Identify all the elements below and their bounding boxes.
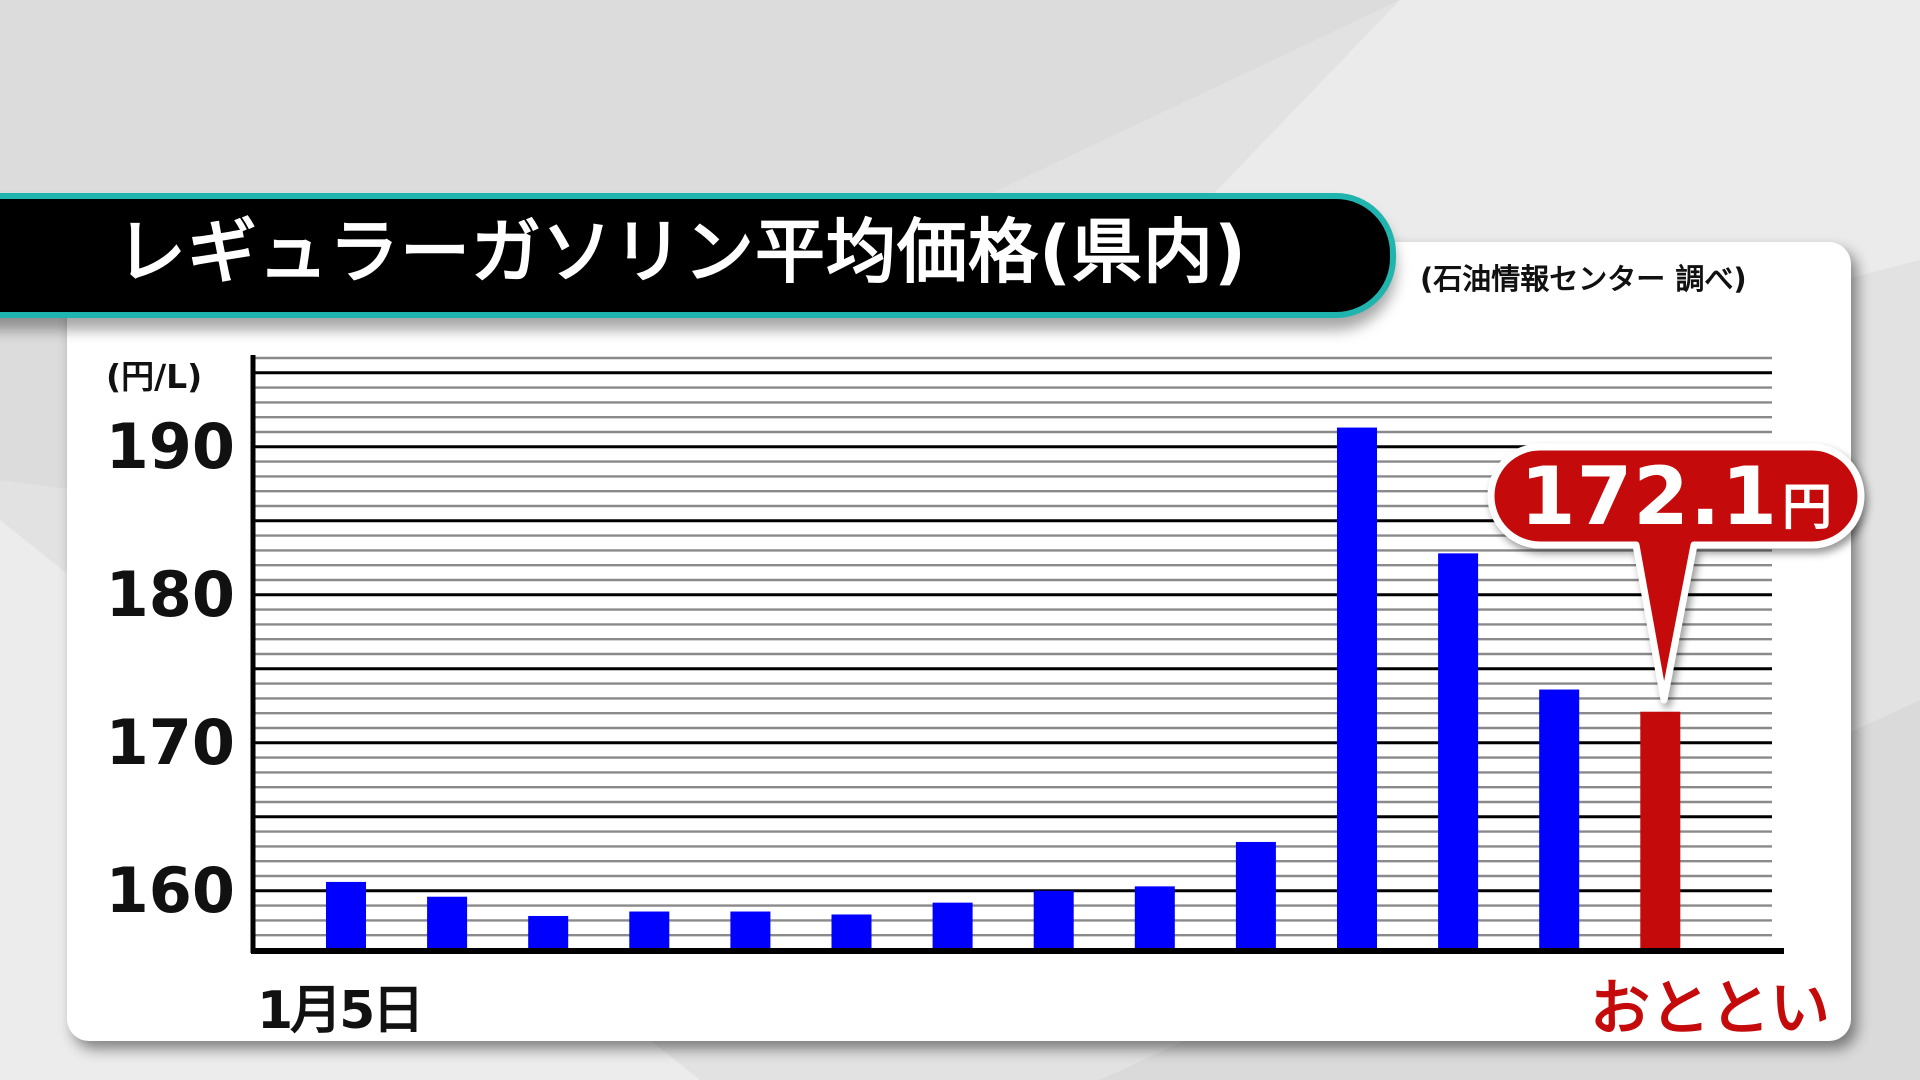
callout-unit: 円 [1782,478,1833,536]
y-axis-unit: (円/L) [106,357,203,396]
source-note: (石油情報センター 調べ) [1420,262,1747,296]
bar [629,911,670,950]
bar [427,896,468,950]
bar [831,914,872,950]
bars [326,427,1681,950]
x-label-last: おととい [1590,974,1830,1044]
callout-label: 172.1 円 [1491,447,1861,545]
bar [1539,689,1580,950]
y-tick-label: 160 [105,853,235,927]
bar-highlight [1640,711,1681,950]
bar [1438,553,1479,950]
bar [1337,427,1377,950]
y-tick-label: 170 [105,705,235,779]
bar [1134,886,1175,950]
title-bar [0,193,1396,318]
bar [1235,841,1276,950]
y-tick-label: 180 [105,557,235,631]
callout-bubble [1487,443,1865,704]
bar [932,902,973,950]
callout-shape [1487,443,1865,704]
bar [326,881,366,950]
callout-value: 172.1 [1519,449,1779,543]
chart-title: レギュラーガソリン平均価格(県内) [116,211,1247,293]
bar [730,911,771,950]
x-label-first: 1月5日 [257,981,424,1041]
y-tick-label: 190 [105,409,235,483]
bar [1033,890,1074,950]
bar [528,915,569,950]
gridlines [253,356,1772,937]
